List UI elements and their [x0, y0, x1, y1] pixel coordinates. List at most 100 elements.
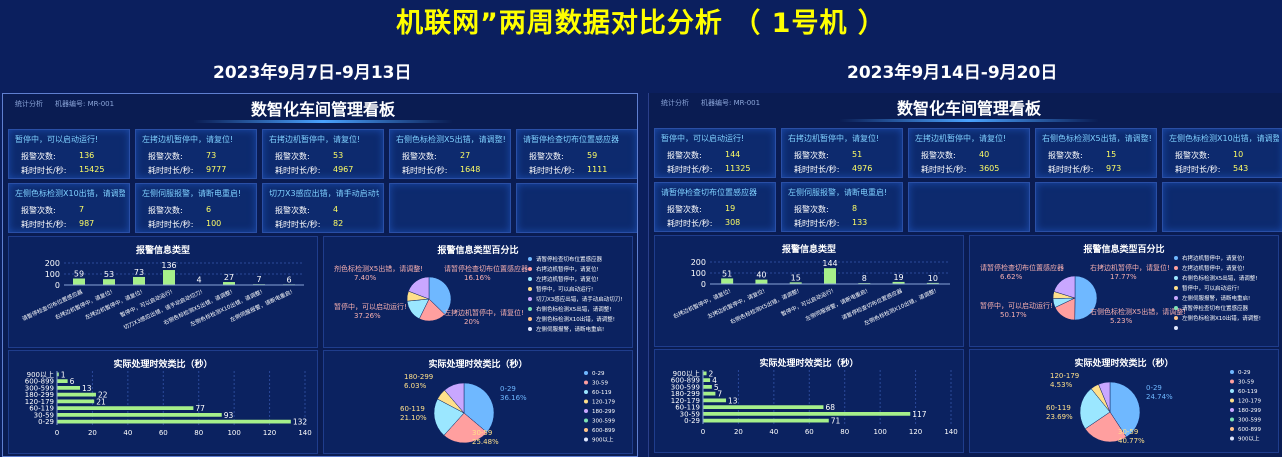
hbar[interactable]	[703, 371, 707, 376]
pie-slice[interactable]	[1074, 275, 1098, 321]
bar[interactable]	[892, 281, 905, 284]
alarm-duration-value: 308	[725, 218, 741, 227]
donut-slice-label: 30-59	[472, 429, 492, 437]
legend-label[interactable]: 30-59	[592, 381, 608, 387]
legend-marker	[584, 409, 588, 413]
tab-stats[interactable]: 统计分析	[661, 99, 689, 107]
legend-label[interactable]: 左拷边机暂停中，请复位!	[536, 275, 599, 283]
hbar[interactable]	[703, 378, 711, 382]
bar[interactable]	[824, 268, 836, 284]
legend-label[interactable]: 暂停中，可以启动运行!	[536, 285, 593, 293]
alarm-card	[389, 183, 511, 233]
hbar[interactable]	[703, 391, 716, 396]
legend-label[interactable]: 180-299	[1238, 408, 1261, 414]
legend-label[interactable]: 左侧伺服报警，请断电重启!	[536, 325, 604, 333]
pie-slice[interactable]	[1053, 275, 1076, 299]
x-tick-label: 40	[769, 428, 778, 436]
legend-label[interactable]: 切刀X3感应出错，请手动启动切刀!	[536, 295, 622, 303]
legend-label[interactable]: 请暂停检查切布位置感应器	[536, 255, 603, 263]
pie-slice-percent: 7.40%	[354, 274, 377, 282]
pie-slice[interactable]	[443, 412, 488, 444]
legend-label[interactable]: 左侧色标检测X10出错，请调整!	[536, 315, 615, 323]
alarm-card: 左拷边机暂停中，请复位! 报警次数: 40 耗时时长/秒: 3605	[908, 128, 1030, 178]
legend-label[interactable]: 600-899	[592, 428, 615, 434]
hbar[interactable]	[57, 419, 291, 424]
alarm-count-row: 报警次数: 27	[402, 151, 470, 162]
machine-label: 机器编号: MR-001	[55, 100, 115, 108]
legend-label[interactable]: 左侧伺服报警，请断电重启!	[1182, 294, 1250, 302]
legend-label[interactable]: 右侧色标检测X5出错，请调整!	[536, 305, 611, 313]
legend-marker	[528, 307, 532, 311]
tab-stats[interactable]: 统计分析	[15, 100, 43, 108]
legend-label[interactable]: 180-299	[592, 409, 615, 415]
pie-slice[interactable]	[1098, 381, 1111, 413]
hbar[interactable]	[703, 398, 727, 403]
alarm-duration-label: 耗时时长/秒:	[275, 220, 321, 229]
legend-label[interactable]: 右拷边机暂停中，请复位!	[536, 265, 599, 273]
legend-label[interactable]: 900以上	[592, 436, 614, 444]
alarm-duration-label: 耗时时长/秒:	[667, 165, 713, 174]
pie-slice-label: 请暂停检查切布位置感应器	[980, 263, 1064, 272]
bar[interactable]	[755, 279, 768, 284]
bar[interactable]	[926, 282, 939, 284]
x-tick-label: 120	[263, 429, 276, 437]
legend-label[interactable]: 120-179	[1238, 399, 1261, 405]
bar-value-label: 73	[134, 268, 144, 277]
hbar-value-label: 13	[728, 396, 738, 405]
hbar[interactable]	[57, 399, 95, 404]
legend-label[interactable]: 300-599	[1238, 418, 1261, 424]
legend-label[interactable]: 右侧色标检测X5出错，请调整!	[1182, 274, 1257, 282]
hbar[interactable]	[57, 372, 59, 377]
legend-label[interactable]: 0-29	[1238, 370, 1251, 376]
alarm-card-title: 切刀X3感应出错，请手动启动切刀!	[269, 189, 379, 198]
alarm-duration-value: 973	[1106, 164, 1122, 173]
legend-label[interactable]: 600-899	[1238, 427, 1261, 433]
legend-label[interactable]: 120-179	[592, 400, 615, 406]
hbar[interactable]	[703, 385, 712, 389]
legend-label[interactable]: 请暂停检查切布位置感应器	[1182, 304, 1249, 312]
bar[interactable]	[789, 282, 802, 284]
hbar[interactable]	[57, 392, 96, 397]
pie-slice[interactable]	[444, 382, 465, 414]
hbar[interactable]	[57, 406, 194, 410]
pie-slice[interactable]	[463, 382, 495, 433]
hbar[interactable]	[703, 418, 829, 423]
legend-label[interactable]: 右拷边机暂停中，请复位!	[1182, 254, 1245, 262]
hbar-chart-title: 实际处理时效类比（秒）	[759, 359, 859, 369]
pie-slice[interactable]	[1084, 411, 1127, 443]
donut-slice-label: 0-29	[500, 385, 516, 393]
legend-label[interactable]: 左侧色标检测X10出错，请调整!	[1182, 314, 1261, 322]
hbar[interactable]	[57, 379, 68, 383]
legend-label[interactable]: 900以上	[1238, 435, 1260, 443]
bar[interactable]	[103, 279, 115, 285]
pie-slice[interactable]	[433, 398, 465, 436]
bar[interactable]	[721, 278, 734, 284]
y-tick-label: 0	[55, 281, 60, 290]
pie-slice[interactable]	[1079, 388, 1111, 430]
alarm-type-bar-chart: 报警信息类型 0 100 200 51 右拷边机暂停中，请复位! 40 左拷边机暂停中，请复位…	[654, 235, 964, 347]
alarm-count-row: 报警次数: 53	[275, 151, 343, 162]
bar[interactable]	[223, 282, 235, 285]
bar[interactable]	[163, 270, 175, 285]
legend-label[interactable]: 30-59	[1238, 380, 1254, 386]
legend-label[interactable]: 左拷边机暂停中，请复位!	[1182, 264, 1245, 272]
pie-slice[interactable]	[428, 276, 452, 315]
hbar[interactable]	[57, 386, 81, 390]
legend-label[interactable]: 暂停中，可以启动运行!	[1182, 284, 1239, 292]
alarm-duration-label: 耗时时长/秒:	[529, 166, 575, 175]
hbar[interactable]	[703, 405, 824, 409]
legend-label[interactable]: 0-29	[592, 371, 605, 377]
pie-slice[interactable]	[408, 276, 430, 300]
alarm-duration-label: 耗时时长/秒:	[21, 166, 67, 175]
alarm-count-row: 报警次数: 10	[1175, 150, 1243, 161]
bar[interactable]	[73, 278, 85, 285]
legend-label[interactable]: 60-119	[1238, 389, 1258, 395]
hbar[interactable]	[703, 412, 911, 416]
legend-marker	[584, 428, 588, 432]
hbar[interactable]	[57, 413, 222, 417]
legend-label[interactable]: 60-119	[592, 390, 612, 396]
bar[interactable]	[133, 276, 145, 285]
legend-marker	[528, 327, 532, 331]
alarm-duration-row: 耗时时长/秒: 15425	[21, 165, 104, 176]
legend-label[interactable]: 300-599	[592, 419, 615, 425]
